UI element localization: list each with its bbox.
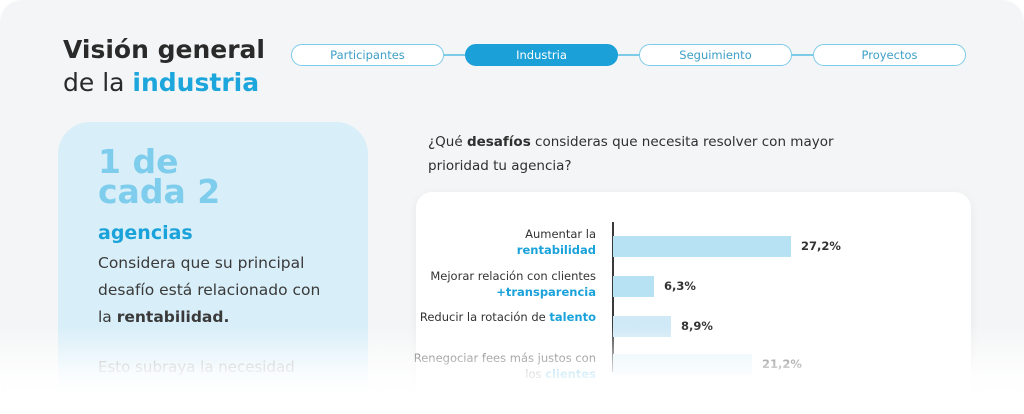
stat-headline-line2: cada 2 — [98, 172, 221, 211]
stat-headline: 1 de cada 2 — [98, 142, 318, 211]
stat-subject: agencias — [98, 222, 193, 244]
question-suffix: consideras que necesita resolver con may… — [428, 134, 834, 174]
chart-bar — [613, 236, 791, 257]
chart-category-highlight: clientes — [545, 367, 596, 381]
chart-category-highlight: rentabilidad — [516, 243, 596, 257]
main-panel: Visión general de la industria Participa… — [0, 0, 1024, 400]
chart-category-label: Reducir la rotación de talento — [406, 309, 596, 325]
tab-proyectos[interactable]: Proyectos — [813, 44, 966, 66]
chart-category-label: Mejorar relación con clientes +transpare… — [406, 268, 596, 300]
chart-category-highlight: +transparencia — [496, 285, 596, 299]
stat-headline-line1: 1 de — [98, 142, 179, 181]
tab-connector — [443, 54, 465, 56]
title-line2-accent: industria — [132, 68, 260, 97]
chart-data-label: 21,2% — [762, 357, 802, 371]
chart-bar — [613, 276, 654, 297]
tab-connector — [617, 54, 639, 56]
stat-description: Considera que su principal desafío está … — [98, 250, 338, 331]
chart-category-label: Renegociar fees más justos con los clien… — [406, 350, 596, 382]
question-prefix: ¿Qué — [428, 134, 467, 150]
chart-category-text: Mejorar relación con clientes — [430, 269, 596, 283]
title-line2-prefix: de la — [63, 68, 133, 97]
chart-category-label: Aumentar la rentabilidad — [406, 226, 596, 258]
tab-industria[interactable]: Industria — [465, 44, 618, 66]
tab-participantes[interactable]: Participantes — [291, 44, 444, 66]
survey-question: ¿Qué desafíos consideras que necesita re… — [428, 130, 848, 178]
tab-connector — [791, 54, 813, 56]
stat-note: Esto subraya la necesidad — [98, 358, 295, 376]
chart-data-label: 6,3% — [664, 279, 696, 293]
chart-category-text: Reducir la rotación de — [419, 310, 550, 324]
chart-data-label: 8,9% — [681, 319, 713, 333]
page-title: Visión general de la industria — [63, 33, 265, 99]
question-strong: desafíos — [466, 134, 531, 150]
chart-axis — [612, 222, 614, 372]
tab-seguimiento[interactable]: Seguimiento — [639, 44, 792, 66]
title-line1: Visión general — [63, 35, 265, 64]
chart-category-highlight: talento — [549, 310, 596, 324]
stat-description-text: Considera que su principal desafío está … — [98, 254, 321, 326]
stat-description-strong: rentabilidad. — [116, 308, 230, 326]
chart-bar — [613, 354, 752, 375]
chart-data-label: 27,2% — [801, 239, 841, 253]
chart-bar — [613, 316, 671, 337]
chart-category-text: Aumentar la — [525, 227, 596, 241]
